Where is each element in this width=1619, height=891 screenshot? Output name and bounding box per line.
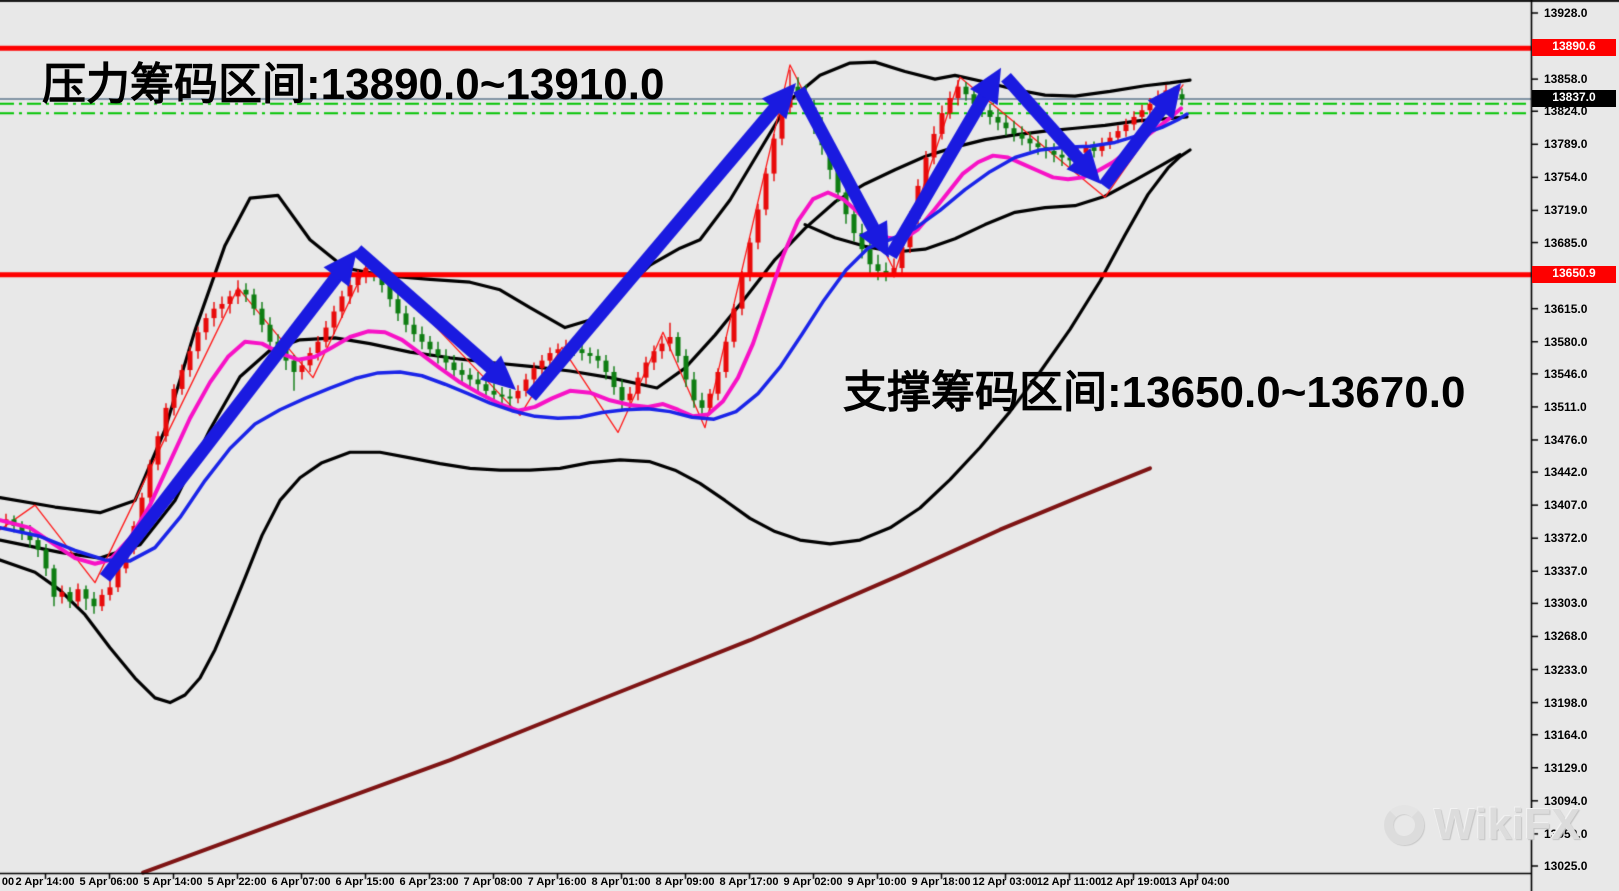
y-axis-label: 13164.0 — [1544, 727, 1588, 742]
x-axis-label: 2 Apr 14:00 — [15, 876, 75, 888]
y-axis-label: 13858.0 — [1544, 72, 1588, 87]
y-axis-label: 13059.0 — [1544, 826, 1588, 841]
y-axis-label: 13198.0 — [1544, 695, 1588, 710]
x-axis-label: 5 Apr 14:00 — [143, 876, 203, 888]
y-axis-label: 13719.0 — [1544, 203, 1588, 218]
x-axis-label: 5 Apr 22:00 — [207, 876, 267, 888]
x-axis-label: 8 Apr 01:00 — [591, 876, 651, 888]
resistance-annotation: 压力筹码区间:13890.0~13910.0 — [42, 60, 665, 109]
support-price-badge: 13650.9 — [1532, 265, 1616, 283]
x-axis-label: 6 Apr 23:00 — [399, 876, 459, 888]
y-axis-label: 13025.0 — [1544, 859, 1588, 873]
y-axis-label: 13546.0 — [1544, 366, 1588, 381]
y-axis-label: 13685.0 — [1544, 235, 1588, 250]
x-axis-label: 12 Apr 03:00 — [972, 876, 1038, 888]
x-axis-label-partial: 00 — [1, 876, 15, 888]
y-axis-label: 13476.0 — [1544, 432, 1588, 447]
x-axis-label: 9 Apr 18:00 — [911, 876, 971, 888]
x-axis-label: 8 Apr 17:00 — [719, 876, 779, 888]
x-axis-label: 6 Apr 15:00 — [335, 876, 395, 888]
y-axis-label: 13407.0 — [1544, 498, 1588, 513]
y-axis-label: 13824.0 — [1544, 104, 1588, 119]
x-axis-label: 9 Apr 10:00 — [847, 876, 907, 888]
x-axis-label: 8 Apr 09:00 — [655, 876, 715, 888]
y-axis-label: 13754.0 — [1544, 170, 1588, 185]
x-axis-label: 6 Apr 07:00 — [271, 876, 331, 888]
x-axis-label: 12 Apr 11:00 — [1036, 876, 1102, 888]
y-axis-label: 13928.0 — [1544, 6, 1588, 20]
support-annotation: 支撑筹码区间:13650.0~13670.0 — [843, 368, 1466, 417]
y-axis-label: 13268.0 — [1544, 629, 1588, 644]
y-axis-label: 13580.0 — [1544, 334, 1588, 349]
y-axis-label: 13233.0 — [1544, 662, 1588, 677]
y-axis-label: 13442.0 — [1544, 465, 1588, 480]
x-axis-label: 5 Apr 06:00 — [79, 876, 139, 888]
y-axis-label: 13094.0 — [1544, 793, 1588, 808]
resistance-price-badge: 13890.6 — [1532, 39, 1616, 57]
y-axis-label: 13615.0 — [1544, 301, 1588, 316]
y-axis-label: 13337.0 — [1544, 564, 1588, 579]
x-axis-label: 7 Apr 08:00 — [463, 876, 523, 888]
y-axis-label: 13129.0 — [1544, 760, 1588, 775]
x-axis-label: 9 Apr 02:00 — [783, 876, 843, 888]
y-axis-label: 13372.0 — [1544, 531, 1588, 546]
y-axis-label: 13511.0 — [1544, 399, 1587, 414]
x-axis-label: 12 Apr 19:00 — [1100, 876, 1166, 888]
y-axis-label: 13303.0 — [1544, 596, 1588, 611]
current-price-badge: 13837.0 — [1532, 89, 1616, 107]
y-axis-label: 13789.0 — [1544, 137, 1588, 152]
x-axis-label: 7 Apr 16:00 — [527, 876, 587, 888]
x-axis-label: 13 Apr 04:00 — [1164, 876, 1230, 888]
